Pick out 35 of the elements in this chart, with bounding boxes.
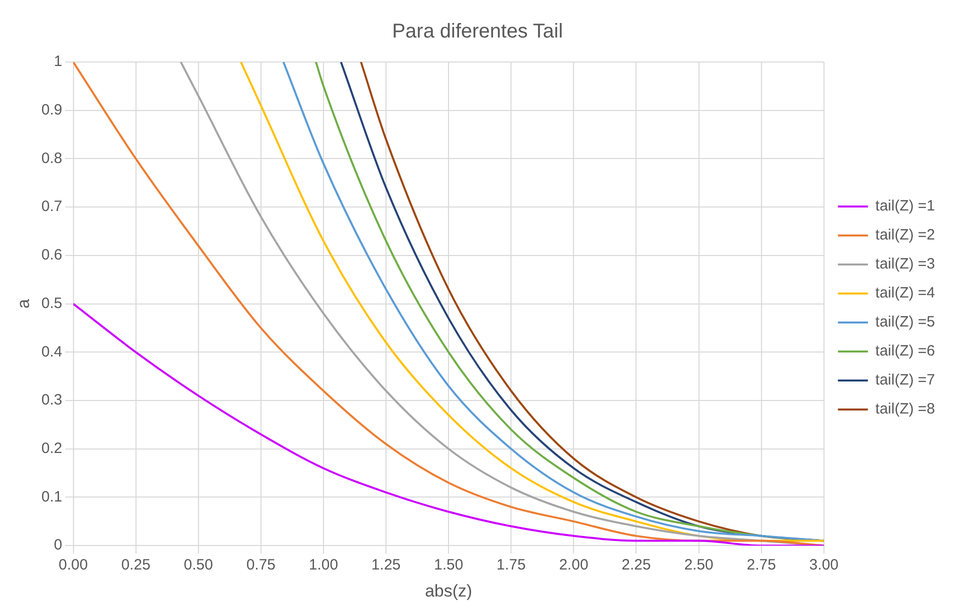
x-tick-label: 2.50 xyxy=(684,556,714,574)
legend-label: tail(Z) =7 xyxy=(875,372,936,389)
y-tick-label: 0.1 xyxy=(41,488,62,506)
x-tick-label: 2.00 xyxy=(559,556,588,574)
y-tick-label: 0.8 xyxy=(41,150,62,167)
y-tick-label: 0.4 xyxy=(41,343,62,360)
y-tick-label: 0.5 xyxy=(41,294,62,312)
y-tick-label: 0.3 xyxy=(41,392,62,409)
y-axis-title: a xyxy=(14,298,33,309)
y-tick-label: 0.9 xyxy=(41,102,62,118)
chart-title: Para diferentes Tail xyxy=(392,20,563,43)
x-tick-label: 2.25 xyxy=(622,556,651,574)
x-tick-label: 2.75 xyxy=(746,556,776,574)
legend-label: tail(Z) =8 xyxy=(875,400,936,418)
x-tick-label: 0.75 xyxy=(246,556,276,574)
x-tick-label: 1.25 xyxy=(371,556,401,574)
y-tick-label: 1 xyxy=(54,53,62,70)
x-tick-label: 3.00 xyxy=(809,556,839,574)
x-tick-label: 1.50 xyxy=(434,556,464,574)
y-tick-label: 0.7 xyxy=(41,198,62,216)
x-axis-title: abs(z) xyxy=(424,581,472,600)
x-tick-label: 0.25 xyxy=(121,556,150,574)
x-tick-label: 1.00 xyxy=(308,556,338,574)
legend-label: tail(Z) =2 xyxy=(875,226,936,244)
y-tick-label: 0.6 xyxy=(41,246,62,264)
y-tick-label: 0.2 xyxy=(41,440,62,458)
x-tick-label: 0.50 xyxy=(184,556,213,574)
x-tick-label: 0.00 xyxy=(58,556,88,574)
legend-label: tail(Z) =4 xyxy=(875,284,936,302)
legend-label: tail(Z) =3 xyxy=(875,256,936,273)
x-tick-label: 1.75 xyxy=(496,556,526,574)
legend-label: tail(Z) =5 xyxy=(875,314,936,331)
y-tick-label: 0 xyxy=(54,536,62,554)
legend-label: tail(Z) =6 xyxy=(875,342,936,360)
legend-label: tail(Z) =1 xyxy=(875,198,936,215)
